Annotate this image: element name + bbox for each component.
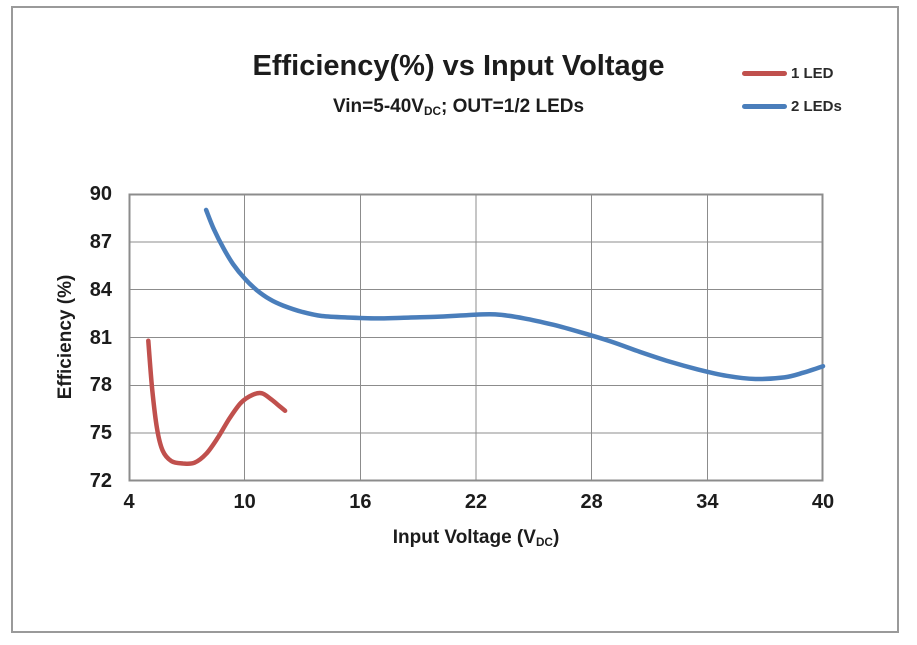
x-tick-label: 22 — [464, 491, 488, 513]
x-tick-label: 40 — [811, 491, 835, 513]
legend-line-swatch-2-leds — [742, 103, 787, 109]
legend-item-1-led: 1 LED — [742, 63, 842, 83]
legend-label-1-led: 1 LED — [791, 64, 834, 82]
legend-label-2-leds: 2 LEDs — [791, 97, 842, 115]
y-tick-label: 81 — [89, 326, 112, 349]
chart-subtitle: Vin=5-40VDC; OUT=1/2 LEDs — [0, 96, 917, 118]
curve-2-leds — [203, 207, 826, 382]
x-axis-title-post: ) — [552, 527, 560, 548]
legend-line-swatch-1-led — [742, 70, 787, 76]
chart-subtitle-pre: Vin=5-40V — [332, 96, 424, 117]
x-tick-label: 28 — [580, 491, 603, 513]
chart-subtitle-post: ; OUT=1/2 LEDs — [440, 96, 585, 117]
plot-border — [128, 193, 824, 482]
y-tick-label: 84 — [89, 278, 112, 301]
x-axis-title-sub: DC — [535, 536, 553, 550]
y-tick-label: 90 — [89, 183, 112, 205]
y-tick-label: 87 — [89, 230, 112, 253]
x-axis-title-pre: Input Voltage (V — [392, 527, 536, 548]
plot-area — [128, 193, 826, 482]
legend: 1 LED 2 LEDs — [742, 63, 842, 129]
x-tick-label: 34 — [696, 491, 719, 513]
line-chart — [128, 193, 826, 482]
y-tick-label: 78 — [89, 374, 112, 397]
y-tick-label: 75 — [89, 422, 112, 445]
x-tick-label: 4 — [123, 491, 135, 513]
chart-title: Efficiency(%) vs Input Voltage — [252, 50, 665, 82]
y-tick-label: 72 — [89, 470, 112, 492]
chart-frame — [11, 6, 899, 633]
x-tick-label: 16 — [349, 491, 372, 513]
x-tick-label: 10 — [233, 491, 256, 513]
legend-item-2-leds: 2 LEDs — [742, 96, 842, 116]
x-axis-title: Input Voltage (VDC) — [276, 527, 676, 549]
curve-1-led — [146, 338, 288, 467]
chart-subtitle-sub: DC — [423, 105, 441, 119]
